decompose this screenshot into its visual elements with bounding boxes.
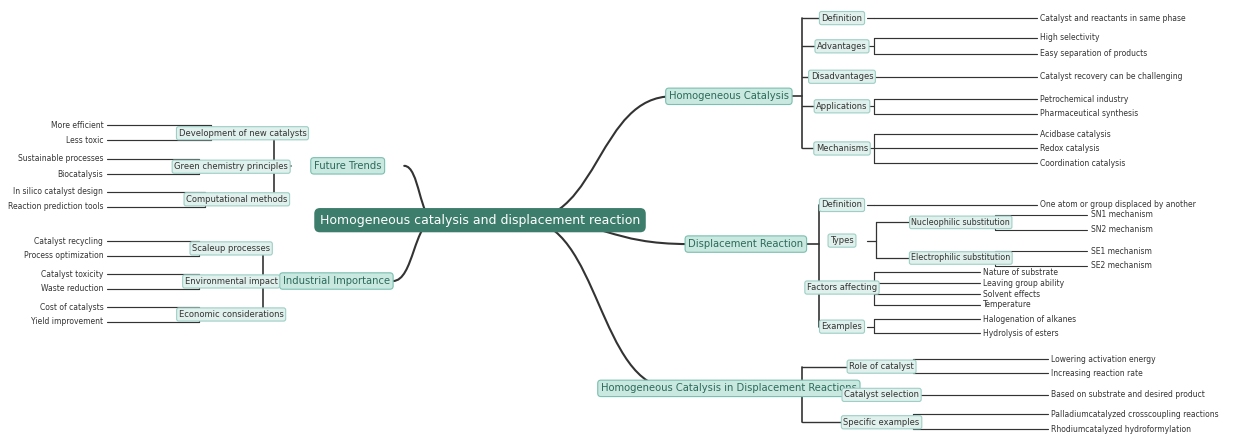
Text: Redox catalysis: Redox catalysis (1040, 144, 1100, 153)
Text: Definition: Definition (821, 201, 863, 209)
Text: Temperature: Temperature (983, 300, 1032, 310)
Text: Increasing reaction rate: Increasing reaction rate (1052, 369, 1143, 378)
Text: Examples: Examples (822, 322, 863, 331)
Text: More efficient: More efficient (51, 121, 103, 130)
Text: Catalyst recycling: Catalyst recycling (35, 237, 103, 245)
Text: Biocatalysis: Biocatalysis (57, 170, 103, 179)
Text: Waste reduction: Waste reduction (41, 284, 103, 293)
Text: Palladiumcatalyzed crosscoupling reactions: Palladiumcatalyzed crosscoupling reactio… (1052, 410, 1219, 419)
Text: Yield improvement: Yield improvement (31, 317, 103, 327)
Text: Sustainable processes: Sustainable processes (17, 154, 103, 164)
Text: Types: Types (830, 236, 854, 245)
Text: Factors affecting: Factors affecting (807, 283, 877, 292)
Text: Homogeneous catalysis and displacement reaction: Homogeneous catalysis and displacement r… (320, 214, 640, 227)
Text: Advantages: Advantages (817, 42, 867, 51)
Text: One atom or group displaced by another: One atom or group displaced by another (1040, 201, 1195, 209)
Text: Coordination catalysis: Coordination catalysis (1040, 159, 1126, 168)
Text: Disadvantages: Disadvantages (811, 72, 873, 81)
Text: Definition: Definition (821, 14, 863, 23)
Text: Nature of substrate: Nature of substrate (983, 268, 1059, 277)
Text: In silico catalyst design: In silico catalyst design (14, 187, 103, 197)
Text: SE2 mechanism: SE2 mechanism (1091, 261, 1152, 270)
Text: Pharmaceutical synthesis: Pharmaceutical synthesis (1040, 109, 1138, 118)
Text: Easy separation of products: Easy separation of products (1040, 49, 1147, 58)
Text: Catalyst selection: Catalyst selection (844, 390, 919, 399)
Text: Future Trends: Future Trends (314, 161, 382, 171)
Text: Cost of catalysts: Cost of catalysts (40, 303, 103, 312)
Text: Computational methods: Computational methods (186, 195, 288, 204)
Text: Scaleup processes: Scaleup processes (192, 244, 270, 253)
Text: SN1 mechanism: SN1 mechanism (1091, 210, 1153, 219)
Text: Solvent effects: Solvent effects (983, 290, 1040, 299)
Text: SE1 mechanism: SE1 mechanism (1091, 246, 1152, 255)
Text: Development of new catalysts: Development of new catalysts (179, 129, 306, 138)
Text: Rhodiumcatalyzed hydroformylation: Rhodiumcatalyzed hydroformylation (1052, 425, 1192, 434)
Text: Role of catalyst: Role of catalyst (849, 362, 914, 371)
Text: Hydrolysis of esters: Hydrolysis of esters (983, 329, 1059, 337)
Text: Homogeneous Catalysis: Homogeneous Catalysis (668, 91, 789, 101)
Text: Displacement Reaction: Displacement Reaction (688, 239, 804, 249)
Text: Reaction prediction tools: Reaction prediction tools (7, 202, 103, 211)
Text: Nucleophilic substitution: Nucleophilic substitution (911, 218, 1011, 227)
Text: Mechanisms: Mechanisms (816, 144, 868, 153)
Text: Green chemistry principles: Green chemistry principles (175, 162, 288, 171)
Text: Catalyst and reactants in same phase: Catalyst and reactants in same phase (1040, 14, 1185, 23)
Text: Homogeneous Catalysis in Displacement Reactions: Homogeneous Catalysis in Displacement Re… (601, 383, 857, 393)
Text: Catalyst toxicity: Catalyst toxicity (41, 269, 103, 279)
Text: Process optimization: Process optimization (24, 251, 103, 260)
Text: Halogenation of alkanes: Halogenation of alkanes (983, 315, 1076, 324)
Text: Leaving group ability: Leaving group ability (983, 279, 1064, 288)
Text: Lowering activation energy: Lowering activation energy (1052, 355, 1156, 364)
Text: High selectivity: High selectivity (1040, 33, 1100, 42)
Text: SN2 mechanism: SN2 mechanism (1091, 225, 1153, 234)
Text: Specific examples: Specific examples (843, 418, 920, 427)
Text: Industrial Importance: Industrial Importance (283, 276, 389, 286)
Text: Electrophilic substitution: Electrophilic substitution (911, 253, 1011, 262)
Text: Applications: Applications (816, 102, 868, 111)
Text: Less toxic: Less toxic (66, 136, 103, 145)
Text: Environmental impact: Environmental impact (185, 277, 278, 286)
Text: Acidbase catalysis: Acidbase catalysis (1040, 129, 1111, 139)
Text: Economic considerations: Economic considerations (179, 310, 284, 319)
Text: Based on substrate and desired product: Based on substrate and desired product (1052, 390, 1205, 399)
Text: Catalyst recovery can be challenging: Catalyst recovery can be challenging (1040, 72, 1183, 81)
Text: Petrochemical industry: Petrochemical industry (1040, 95, 1128, 104)
